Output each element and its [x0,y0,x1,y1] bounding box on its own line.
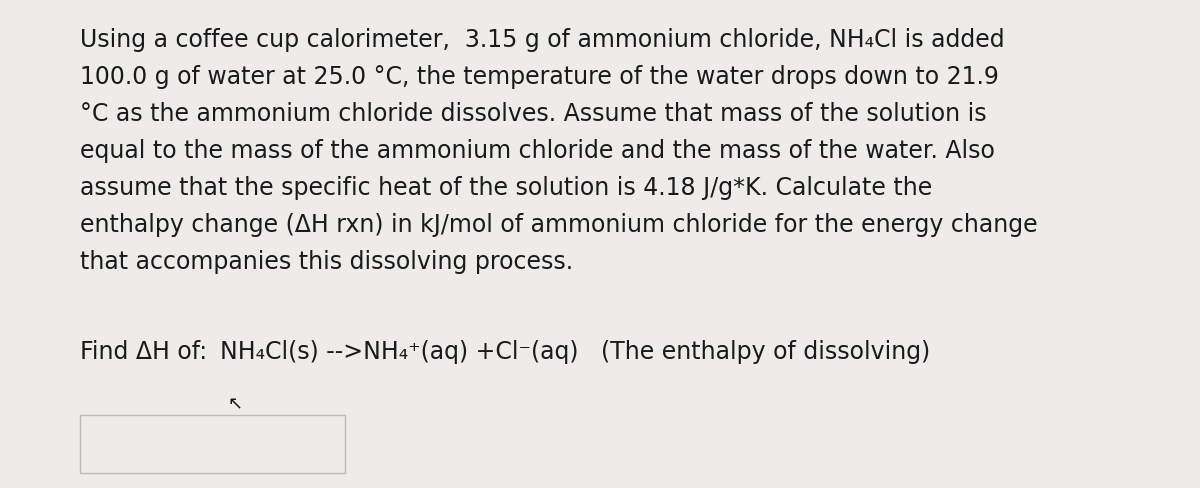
Text: ↖: ↖ [228,395,242,413]
Text: 100.0 g of water at 25.0 °C, the temperature of the water drops down to 21.9: 100.0 g of water at 25.0 °C, the tempera… [80,65,998,89]
Text: that accompanies this dissolving process.: that accompanies this dissolving process… [80,250,574,274]
Text: enthalpy change (ΔH rxn) in kJ/mol of ammonium chloride for the energy change: enthalpy change (ΔH rxn) in kJ/mol of am… [80,213,1038,237]
Text: °C as the ammonium chloride dissolves. Assume that mass of the solution is: °C as the ammonium chloride dissolves. A… [80,102,986,126]
Text: assume that the specific heat of the solution is 4.18 J/g*K. Calculate the: assume that the specific heat of the sol… [80,176,932,200]
Text: Using a coffee cup calorimeter,  3.15 g of ammonium chloride, NH₄Cl is added: Using a coffee cup calorimeter, 3.15 g o… [80,28,1004,52]
Text: Find ΔH of:: Find ΔH of: [80,340,208,364]
Bar [80,415,346,473]
Text: equal to the mass of the ammonium chloride and the mass of the water. Also: equal to the mass of the ammonium chlori… [80,139,995,163]
Text: NH₄Cl(s) -->NH₄⁺(aq) +Cl⁻(aq)   (The enthalpy of dissolving): NH₄Cl(s) -->NH₄⁺(aq) +Cl⁻(aq) (The entha… [220,340,930,364]
